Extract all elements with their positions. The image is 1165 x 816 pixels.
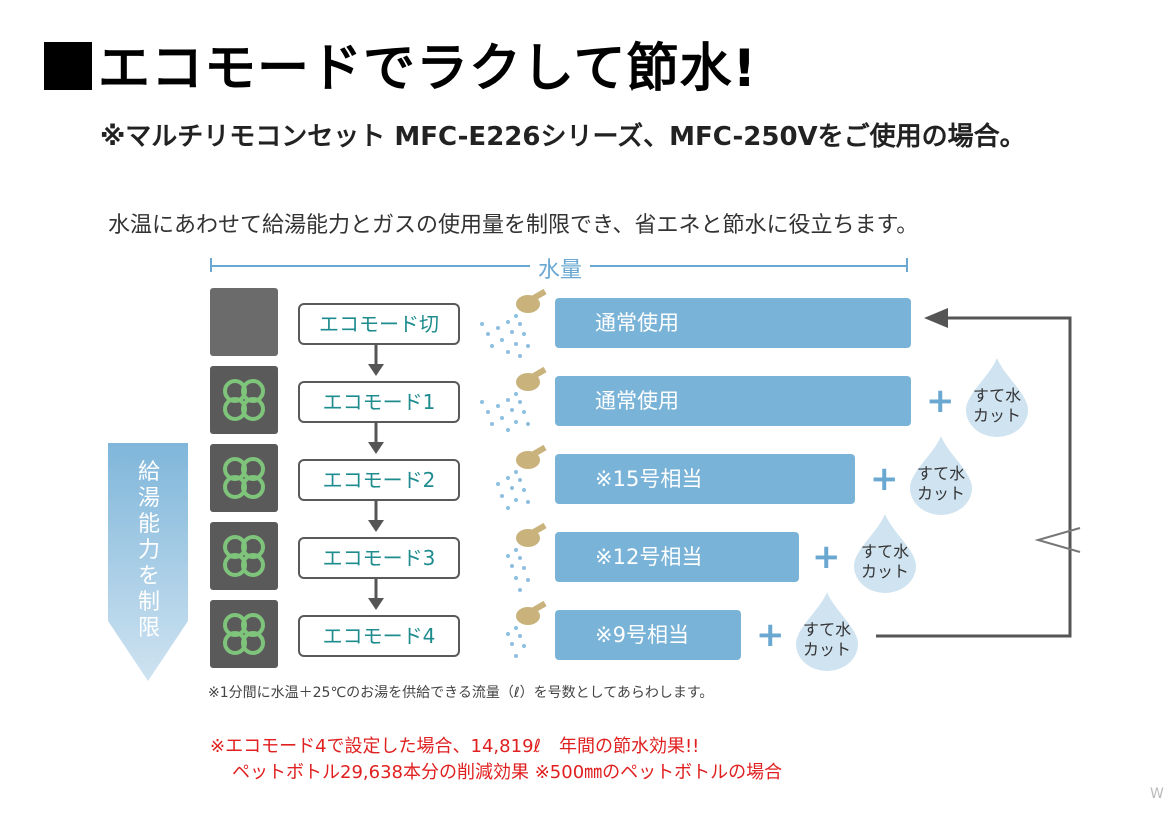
mode-label-1: エコモード1 <box>298 381 460 423</box>
plus-icon: + <box>870 459 899 499</box>
clover-icon <box>210 366 278 434</box>
square-bullet-icon <box>44 42 92 90</box>
flow-bar-3: ※12号相当 <box>555 532 799 582</box>
shower-head-icon <box>496 444 547 510</box>
down-arrow-icon <box>368 578 384 610</box>
flow-bar-2: ※15号相当 <box>555 454 855 504</box>
page-title: エコモードでラクして節水! <box>44 26 757 101</box>
shower-head-icon <box>480 366 547 432</box>
down-arrow-icon <box>368 422 384 454</box>
mode-label-off: エコモード切 <box>298 303 460 345</box>
water-scale-left-tick <box>210 258 212 272</box>
drop-text: すて水 カット <box>916 464 966 503</box>
down-arrow-icon <box>368 500 384 532</box>
description: 水温にあわせて給湯能力とガスの使用量を制限でき、省エネと節水に役立ちます。 <box>108 213 919 238</box>
water-scale-right-tick <box>906 258 908 272</box>
drop-text: すて水 カット <box>860 542 910 581</box>
shower-head-icon <box>480 288 547 358</box>
plus-icon: + <box>812 537 841 577</box>
drop-badge: すて水 カット <box>848 512 922 594</box>
drop-text: すて水 カット <box>972 386 1022 425</box>
drop-text: すて水 カット <box>802 620 852 659</box>
plus-icon: + <box>756 615 785 655</box>
title-text: エコモードでラクして節水! <box>98 39 758 99</box>
water-drop-icon <box>796 592 858 671</box>
return-loop-arrow-icon <box>876 308 1081 638</box>
mode-label-4: エコモード4 <box>298 615 460 657</box>
shower-head-icon <box>506 600 547 658</box>
water-amount-label: 水量 <box>530 252 591 284</box>
drop-badge: すて水 カット <box>904 434 978 516</box>
effect-line-2: ペットボトル29,638本分の削減効果 ※500㎜のペットボトルの場合 <box>232 762 783 783</box>
down-arrow-icon <box>368 344 384 376</box>
water-drop-icon <box>966 358 1028 437</box>
corner-mark: W <box>1150 786 1164 802</box>
mode-label-3: エコモード3 <box>298 537 460 579</box>
flow-bar-4: ※9号相当 <box>555 610 741 660</box>
water-drop-icon <box>910 436 972 515</box>
plus-icon: + <box>926 381 955 421</box>
clover-icon <box>210 444 278 512</box>
clover-icon <box>210 522 278 590</box>
drop-badge: すて水 カット <box>960 356 1034 438</box>
side-label: 給湯能力を制限 <box>137 460 160 641</box>
shower-head-icon <box>506 522 547 592</box>
drop-badge: すて水 カット <box>790 590 864 672</box>
restrict-down-arrow-icon <box>108 443 188 681</box>
mode-off-icon <box>210 288 278 356</box>
flow-bar-off: 通常使用 <box>555 298 911 348</box>
effect-line-1: ※エコモード4で設定した場合、14,819ℓ 年間の節水効果!! <box>210 736 700 757</box>
mode-label-2: エコモード2 <box>298 459 460 501</box>
water-drop-icon <box>854 514 916 593</box>
footnote: ※1分間に水温＋25℃のお湯を供給できる流量（ℓ）を号数としてあらわします。 <box>208 685 714 701</box>
clover-icon <box>210 600 278 668</box>
flow-bar-1: 通常使用 <box>555 376 911 426</box>
subtitle: ※マルチリモコンセット MFC-E226シリーズ、MFC-250Vをご使用の場合… <box>100 122 1026 152</box>
